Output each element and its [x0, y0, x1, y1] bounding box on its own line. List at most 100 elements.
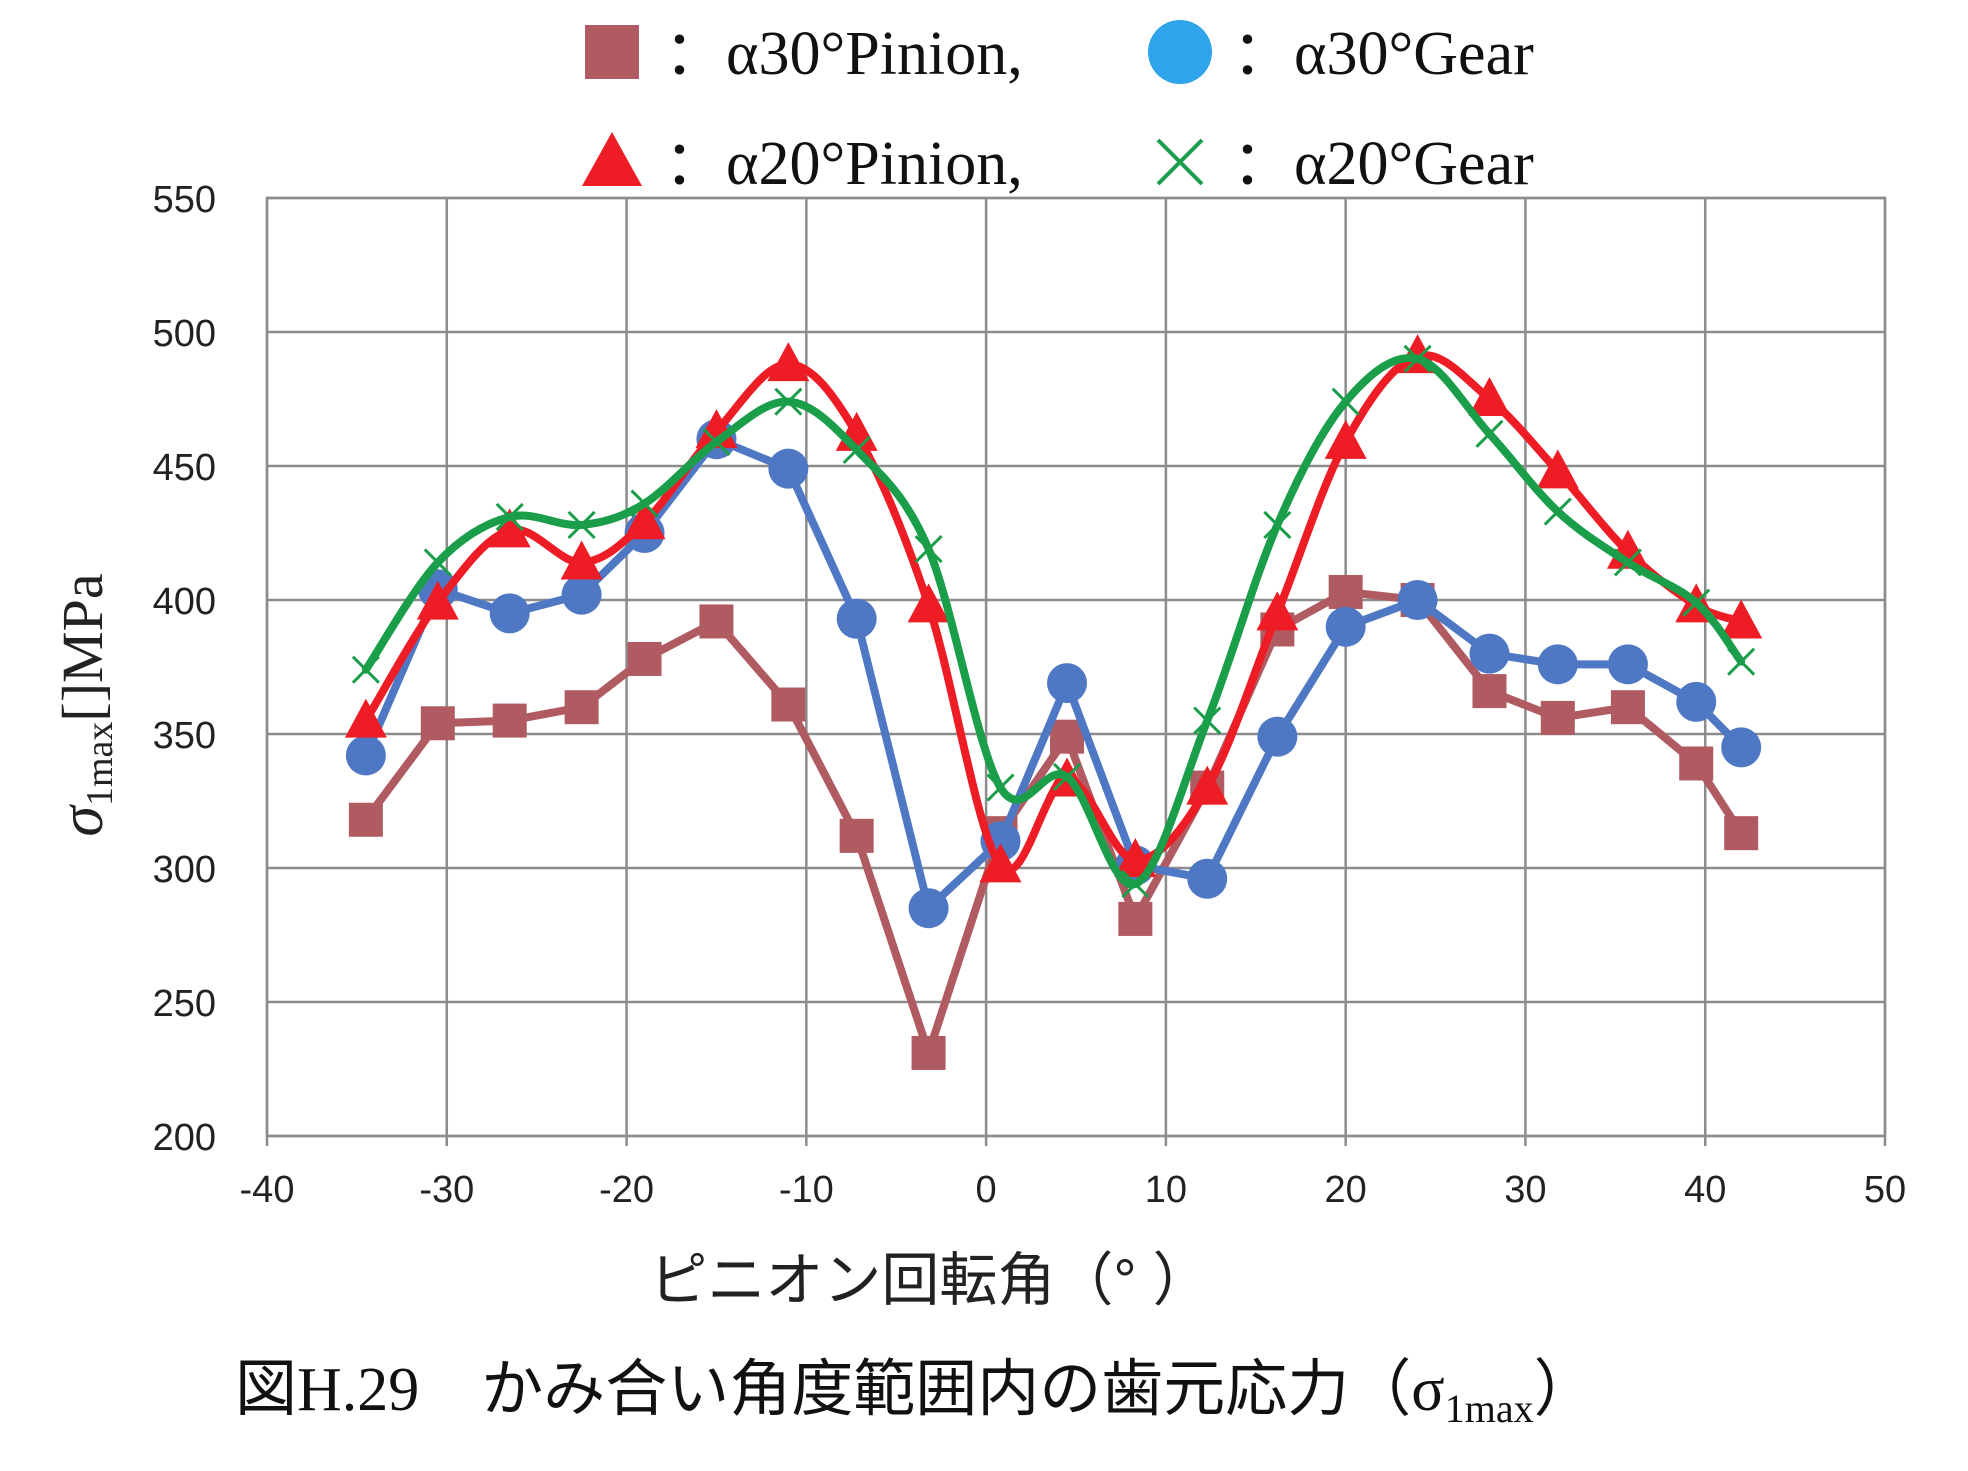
- data-point-a30-gear: [768, 448, 809, 489]
- y-tick-label: 500: [153, 313, 216, 355]
- data-point-a20-gear: [1682, 588, 1711, 617]
- data-point-a30-pinion: [564, 690, 599, 725]
- data-point-a20-gear: [774, 387, 803, 416]
- data-point-a20-gear: [986, 773, 1015, 802]
- data-point-a20-gear: [1403, 344, 1432, 373]
- data-point-a20-gear: [351, 655, 380, 684]
- y-tick-label: 450: [153, 447, 216, 489]
- data-point-a20-gear: [1543, 497, 1572, 526]
- data-point-a30-pinion: [627, 641, 662, 676]
- y-axis-label-symbol: σ: [48, 804, 116, 837]
- data-point-a20-pinion: [1114, 837, 1157, 877]
- data-point-a20-gear: [702, 427, 731, 456]
- series-a30-gear: [345, 419, 1762, 929]
- data-point-a20-pinion: [1256, 591, 1299, 631]
- data-point-a20-gear: [630, 489, 659, 518]
- data-point-a20-gear: [1193, 706, 1222, 735]
- x-tick-label: -30: [419, 1169, 474, 1211]
- data-point-a20-pinion: [907, 583, 950, 623]
- data-point-a20-gear: [423, 548, 452, 577]
- data-point-a30-pinion: [1610, 690, 1645, 725]
- data-point-a30-pinion: [1540, 700, 1575, 735]
- y-tick-label: 250: [153, 983, 216, 1025]
- legend-item-a20-pinion: ：α20°Pinion,: [582, 130, 1023, 198]
- data-point-a30-pinion: [1724, 816, 1759, 851]
- legend-label: ：α20°Gear: [1232, 130, 1534, 198]
- data-point-a30-gear: [1257, 716, 1298, 757]
- y-tick-label: 550: [153, 179, 216, 221]
- data-point-a20-pinion: [767, 342, 810, 382]
- data-point-a20-gear: [1613, 548, 1642, 577]
- data-point-a20-pinion: [1468, 377, 1511, 416]
- data-point-a20-pinion: [1720, 599, 1763, 639]
- data-point-a20-gear: [1121, 870, 1150, 899]
- data-point-a30-pinion: [911, 1035, 946, 1070]
- legend-item-a20-gear: ：α20°Gear: [1156, 130, 1534, 198]
- x-axis-label: ピニオン回転角（° ）: [649, 1248, 1210, 1313]
- x-tick-label: 40: [1684, 1169, 1726, 1211]
- data-point-a30-gear: [1325, 606, 1366, 647]
- data-point-a30-gear: [561, 574, 602, 615]
- x-tick-label: 30: [1504, 1169, 1546, 1211]
- legend-item-a30-pinion: ：α30°Pinion,: [585, 20, 1023, 88]
- y-tick-label: 200: [153, 1117, 216, 1159]
- data-point-a20-gear: [1475, 419, 1504, 448]
- data-point-a20-gear: [842, 435, 871, 464]
- data-point-a30-pinion: [492, 703, 527, 738]
- caption-text: 図H.29 かみ合い角度範囲内の歯元応力（σ: [235, 1356, 1445, 1424]
- caption-close: ）: [1534, 1356, 1596, 1424]
- legend-circle-icon: [1148, 20, 1212, 84]
- y-tick-label: 300: [153, 849, 216, 891]
- data-point-a30-gear: [1676, 681, 1717, 722]
- data-point-a20-pinion: [488, 508, 531, 548]
- data-point-a30-pinion: [699, 604, 734, 639]
- figure-caption: 図H.29 かみ合い角度範囲内の歯元応力（σ1max）: [235, 1356, 1596, 1431]
- data-point-a20-gear: [1052, 762, 1082, 791]
- legend-square-icon: [585, 25, 639, 79]
- legend-item-a30-gear: ：α30°Gear: [1148, 20, 1534, 88]
- data-point-a20-pinion: [1186, 765, 1229, 805]
- data-point-a30-gear: [908, 888, 949, 929]
- legend-triangle-icon: [582, 132, 642, 186]
- y-axis-label: σ1max[]MPa: [48, 573, 121, 836]
- data-point-a30-pinion: [420, 706, 455, 741]
- series: [344, 334, 1763, 1070]
- x-tick-label: 0: [976, 1169, 997, 1211]
- data-point-a20-pinion: [623, 500, 666, 540]
- x-tick-label: -10: [779, 1169, 834, 1211]
- data-point-a20-gear: [1263, 510, 1292, 540]
- axes: -40 -30 -20 -10 0 10 20 30 40 50 200 250 300 350 400 45…: [153, 179, 1907, 1211]
- data-point-a20-pinion: [560, 540, 603, 580]
- data-point-a30-gear: [1607, 644, 1648, 685]
- data-point-a30-pinion: [839, 818, 874, 853]
- x-tick-label: 20: [1325, 1169, 1367, 1211]
- data-point-a30-pinion: [1472, 674, 1507, 709]
- data-point-a30-gear: [1047, 663, 1088, 704]
- data-point-a30-pinion: [1050, 719, 1085, 754]
- data-point-a30-pinion: [1328, 574, 1363, 609]
- y-tick-label: 400: [153, 581, 216, 623]
- data-point-a30-gear: [1721, 727, 1762, 768]
- data-point-a30-pinion: [1679, 746, 1714, 781]
- data-point-a20-pinion: [1324, 419, 1367, 459]
- data-point-a30-gear: [1537, 644, 1578, 685]
- data-point-a30-pinion: [1118, 901, 1153, 936]
- x-tick-label: 10: [1145, 1169, 1187, 1211]
- legend-label: ：α30°Pinion,: [664, 20, 1023, 88]
- data-point-a20-pinion: [344, 698, 387, 738]
- data-point-a30-gear: [345, 735, 386, 776]
- x-tick-label: -20: [599, 1169, 654, 1211]
- plot-area-border: [265, 196, 1887, 1138]
- data-point-a30-gear: [1469, 633, 1510, 674]
- x-tick-label: 50: [1864, 1169, 1906, 1211]
- data-point-a20-gear: [1331, 387, 1360, 416]
- legend-x-icon: [1156, 138, 1204, 186]
- caption-subscript: 1max: [1445, 1386, 1534, 1431]
- data-point-a30-pinion: [771, 687, 806, 722]
- legend-label: ：α30°Gear: [1232, 20, 1534, 88]
- y-axis-label-subscript: 1max: [79, 722, 121, 806]
- legend: ：α30°Pinion, ：α30°Gear ：α20°Pinion, ：α20°Ge…: [582, 20, 1534, 198]
- data-point-a30-gear: [489, 593, 530, 634]
- data-point-a20-pinion: [1536, 449, 1579, 489]
